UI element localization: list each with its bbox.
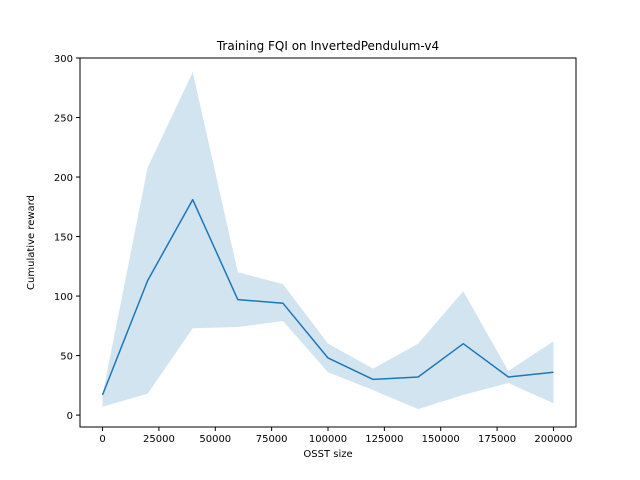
x-tick-label: 75000 <box>256 434 288 445</box>
x-tick-label: 150000 <box>422 434 460 445</box>
x-tick-label: 25000 <box>143 434 175 445</box>
y-tick-label: 250 <box>54 114 73 125</box>
x-tick-label: 200000 <box>534 434 572 445</box>
series-line-layer <box>101 198 554 396</box>
y-tick-label: 100 <box>54 292 73 303</box>
x-axis-ticks: 0 25000 50000 75000 100000 125000 150000 175000… <box>99 427 573 445</box>
y-tick-label: 150 <box>54 233 73 244</box>
chart-title: Training FQI on InvertedPendulum-v4 <box>216 39 439 53</box>
x-tick-label: 125000 <box>365 434 403 445</box>
x-tick-label: 175000 <box>478 434 516 445</box>
y-tick-label: 200 <box>54 173 73 184</box>
y-tick-label: 0 <box>67 411 73 422</box>
series-line <box>101 198 554 396</box>
y-tick-label: 300 <box>54 54 73 65</box>
y-axis-label: Cumulative reward <box>26 195 37 290</box>
x-tick-label: 50000 <box>199 434 231 445</box>
x-tick-label: 0 <box>99 434 105 445</box>
y-axis-ticks: 0 50 100 150 200 250 300 <box>54 54 80 422</box>
confidence-band <box>102 72 554 410</box>
confidence-band-layer <box>102 72 554 410</box>
y-tick-label: 50 <box>60 352 73 363</box>
x-axis-label: OSST size <box>303 449 352 460</box>
x-tick-label: 100000 <box>309 434 347 445</box>
